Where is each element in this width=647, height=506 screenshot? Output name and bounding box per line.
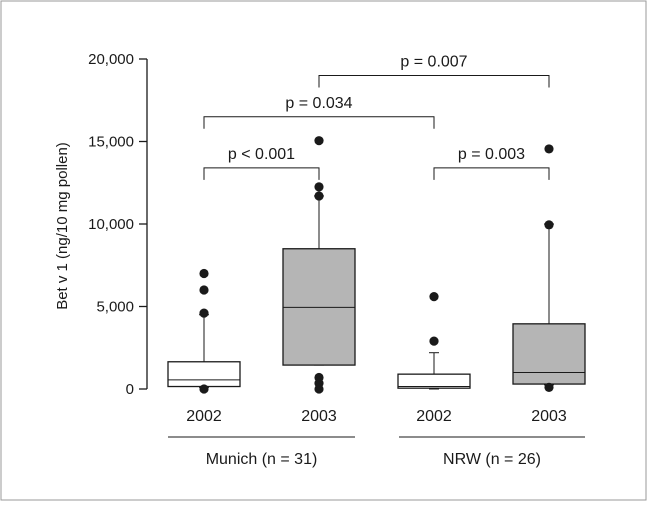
box-iqr — [167, 361, 241, 388]
outlier-point — [314, 136, 324, 146]
y-tick-label: 15,000 — [88, 134, 134, 151]
y-tick-label: 0 — [126, 381, 134, 398]
outlier-point — [199, 285, 209, 295]
marks-layer — [167, 136, 586, 394]
group-label: Munich (n = 31) — [206, 451, 318, 468]
x-category-label: 2002 — [186, 408, 222, 425]
outlier-point — [429, 292, 439, 302]
outlier-point — [314, 191, 324, 201]
outlier-point — [544, 382, 554, 392]
outlier-point — [199, 384, 209, 394]
outlier-point — [544, 144, 554, 154]
outlier-point — [544, 220, 554, 230]
significance-bracket — [318, 75, 550, 88]
y-tick-label: 20,000 — [88, 51, 134, 68]
p-value-label: p = 0.007 — [400, 54, 467, 71]
p-value-label: p = 0.003 — [458, 146, 525, 163]
x-category-label: 2003 — [301, 408, 337, 425]
y-tick-label: 10,000 — [88, 216, 134, 233]
significance-bracket — [433, 167, 550, 180]
p-value-label: p = 0.034 — [285, 95, 352, 112]
axes-layer: 0 5,000 10,000 15,000 20,000 2002 2003 2002 2003… — [88, 51, 585, 468]
outlier-point — [314, 182, 324, 192]
p-value-label: p < 0.001 — [228, 146, 295, 163]
significance-bracket — [203, 167, 320, 180]
y-tick-label: 5,000 — [96, 299, 134, 316]
annotations-layer: p < 0.001 p = 0.003 p = 0.034 p = 0.007 — [203, 54, 550, 180]
box-iqr — [512, 323, 586, 385]
box-iqr — [397, 373, 471, 389]
outlier-point — [314, 384, 324, 394]
y-axis-label: Bet v 1 (ng/10 mg pollen) — [54, 142, 71, 310]
significance-bracket — [203, 116, 435, 129]
group-label: NRW (n = 26) — [443, 451, 541, 468]
outlier-point — [429, 336, 439, 346]
x-category-label: 2002 — [416, 408, 452, 425]
outlier-point — [199, 308, 209, 318]
outlier-point — [199, 268, 209, 279]
x-category-label: 2003 — [531, 408, 567, 425]
